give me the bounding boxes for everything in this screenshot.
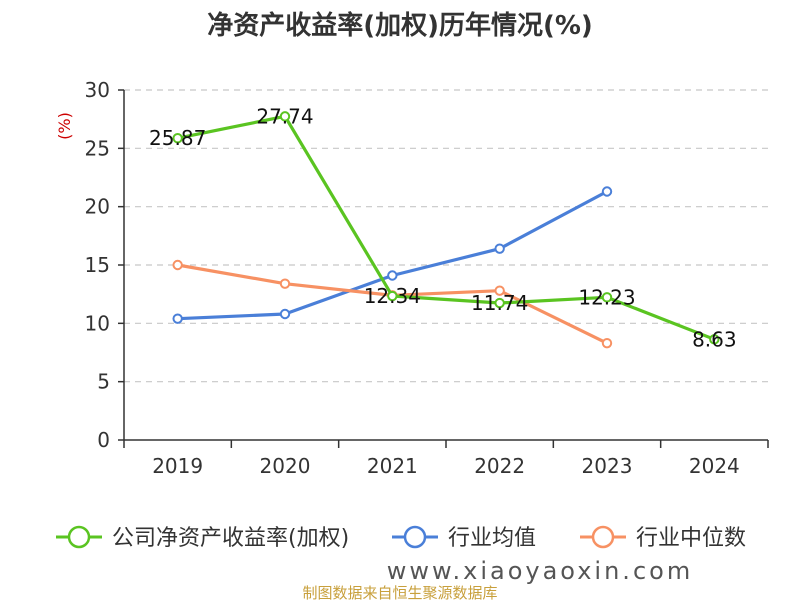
- data-point: [709, 334, 720, 345]
- data-point: [387, 290, 398, 302]
- data-point: [172, 132, 183, 144]
- legend-item: 公司净资产收益率(加权): [56, 525, 349, 551]
- data-point: [279, 278, 291, 289]
- data-label: 25.87: [149, 126, 206, 150]
- legend-marker: [591, 525, 615, 549]
- legend-item: 行业中位数: [580, 525, 746, 551]
- legend-marker: [403, 525, 427, 549]
- x-tick-label: 2020: [260, 454, 311, 478]
- watermark-text: www.xiaoyaoxin.com: [387, 557, 693, 585]
- data-point: [279, 111, 291, 122]
- y-axis-label: (%): [55, 112, 74, 140]
- grid-lines: [124, 89, 768, 383]
- y-tick-label: 5: [97, 370, 110, 394]
- data-label: 11.74: [471, 291, 528, 315]
- series-lines: [172, 111, 720, 349]
- legend: 公司净资产收益率(加权) 行业均值 行业中位数: [56, 525, 746, 551]
- y-tick-label: 30: [85, 78, 110, 102]
- data-point: [601, 292, 613, 303]
- y-tick-label: 25: [85, 136, 110, 160]
- legend-label: 行业均值: [448, 526, 536, 551]
- legend-label: 公司净资产收益率(加权): [112, 526, 349, 551]
- data-point: [601, 337, 613, 349]
- axes: 0 5 10 15 20 25 30 2019 2020 2021 2022 2023 2024: [85, 78, 769, 478]
- x-tick-label: 2021: [367, 454, 418, 478]
- data-point: [172, 313, 183, 324]
- data-point: [172, 259, 183, 271]
- y-tick-label: 10: [85, 311, 110, 335]
- chart-title: 净资产收益率(加权)历年情况(%): [207, 10, 593, 41]
- x-tick-label: 2022: [474, 454, 525, 478]
- data-point: [494, 243, 505, 254]
- x-tick-label: 2023: [582, 454, 633, 478]
- data-point: [601, 186, 613, 197]
- data-point: [279, 308, 291, 320]
- data-label: 12.23: [578, 285, 635, 309]
- x-tick-label: 2019: [152, 454, 203, 478]
- data-label: 12.34: [364, 284, 421, 308]
- legend-label: 行业中位数: [636, 526, 746, 551]
- data-label: 27.74: [256, 104, 313, 128]
- y-tick-label: 15: [85, 253, 110, 277]
- data-label: 8.63: [692, 327, 737, 351]
- y-tick-label: 0: [97, 428, 110, 452]
- data-point: [387, 270, 398, 281]
- legend-marker: [67, 525, 91, 549]
- data-point: [494, 297, 505, 309]
- series-line: [177, 114, 715, 341]
- source-text: 制图数据来自恒生聚源数据库: [302, 584, 497, 600]
- y-tick-label: 20: [85, 195, 110, 219]
- legend-item: 行业均值: [392, 525, 536, 551]
- x-tick-label: 2024: [689, 454, 740, 478]
- data-labels: 25.87 27.74 12.34 11.74 12.23 8.63: [149, 104, 737, 351]
- data-point: [494, 285, 505, 296]
